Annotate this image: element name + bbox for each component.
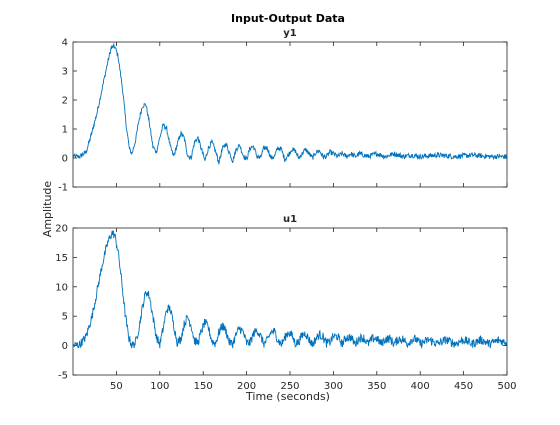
- subplot-u1-axes-box: [72, 227, 508, 376]
- series-line-y1: [72, 42, 508, 165]
- subplot-u1: u1 -5 0 5 10 15 20 50 100 150 200 250 300 350 400 450 50…: [55, 214, 516, 392]
- y-tick-label: 1: [62, 125, 68, 136]
- x-tick-label: 300: [324, 381, 343, 392]
- y-tick-label: 20: [55, 224, 68, 235]
- subplots-layer: y1 -1 0 1 2 3 4 u1 -5 0 5 10 15 20 50 100 150 200 250 300 35…: [55, 28, 516, 392]
- chart-title: Input-Output Data: [231, 12, 345, 25]
- subplot-u1-title: u1: [283, 214, 297, 225]
- x-tick-label: 350: [367, 381, 386, 392]
- y-tick-label: -1: [58, 183, 68, 194]
- subplot-y1-axes-box: [72, 41, 508, 188]
- x-tick-label: 250: [280, 381, 299, 392]
- y-tick-label: 3: [62, 67, 68, 78]
- y-tick-label: 2: [62, 96, 68, 107]
- y-axis-label: Amplitude: [41, 181, 54, 238]
- x-tick-label: 500: [497, 381, 516, 392]
- x-tick-label: 50: [110, 381, 123, 392]
- series-line-u1: [72, 230, 508, 350]
- x-tick-label: 200: [237, 381, 256, 392]
- subplot-y1-title: y1: [283, 28, 297, 39]
- subplot-y1: y1 -1 0 1 2 3 4: [58, 28, 508, 194]
- y-tick-label: 5: [62, 312, 68, 323]
- x-tick-label: 400: [411, 381, 430, 392]
- x-tick-label: 150: [194, 381, 213, 392]
- x-tick-label: 100: [150, 381, 169, 392]
- y-tick-label: 4: [62, 38, 68, 49]
- x-axis-label: Time (seconds): [245, 390, 330, 403]
- y-tick-label: 10: [55, 282, 68, 293]
- y-tick-label: -5: [58, 371, 68, 382]
- y-tick-label: 0: [62, 154, 68, 165]
- y-tick-label: 15: [55, 253, 68, 264]
- x-tick-label: 450: [454, 381, 473, 392]
- y-tick-label: 0: [62, 341, 68, 352]
